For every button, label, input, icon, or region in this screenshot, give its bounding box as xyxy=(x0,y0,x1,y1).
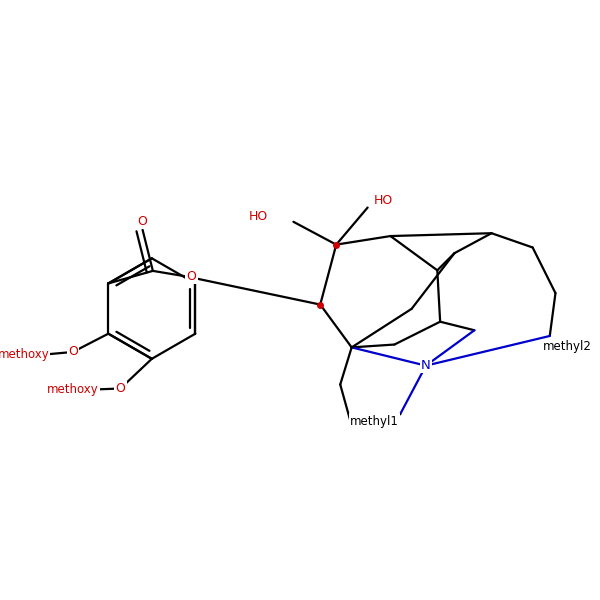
Text: methyl2: methyl2 xyxy=(542,340,592,353)
Text: O: O xyxy=(187,270,197,283)
Text: O: O xyxy=(68,346,78,358)
Text: methoxy: methoxy xyxy=(47,383,98,396)
Text: HO: HO xyxy=(248,209,268,223)
Text: O: O xyxy=(115,382,125,395)
Text: HO: HO xyxy=(373,194,392,207)
Text: N: N xyxy=(421,359,431,372)
Text: methyl1: methyl1 xyxy=(350,415,399,428)
Text: methoxy: methoxy xyxy=(0,349,49,361)
Text: O: O xyxy=(137,215,148,228)
